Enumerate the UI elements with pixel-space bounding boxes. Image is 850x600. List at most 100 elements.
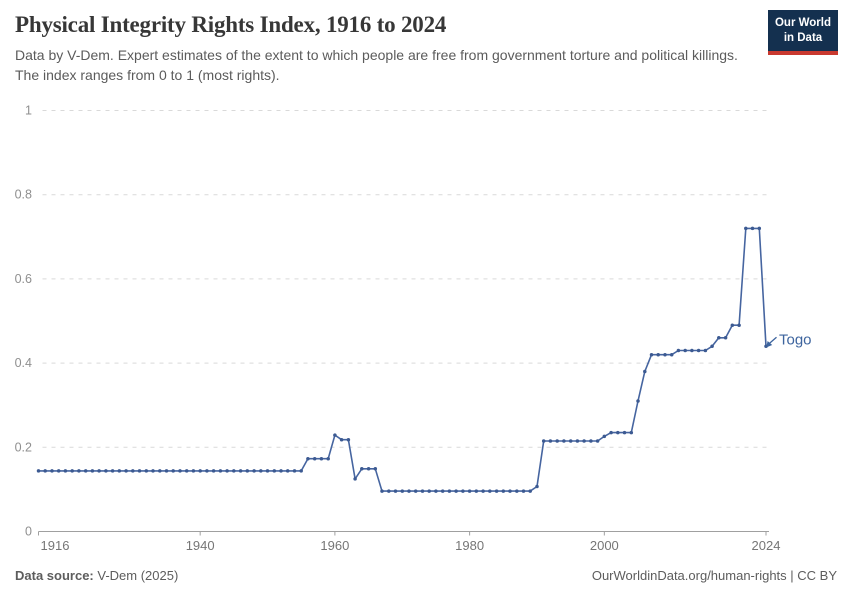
data-point-1973: [420, 489, 425, 493]
x-tick-label-2024: 2024: [752, 538, 781, 553]
data-point-2015: [703, 348, 708, 353]
data-point-1949: [259, 469, 263, 473]
data-point-1980: [467, 489, 472, 493]
data-point-2020: [737, 323, 741, 327]
data-source-value: V-Dem (2025): [93, 568, 179, 583]
data-point-1996: [575, 439, 580, 443]
data-point-1983: [488, 489, 492, 493]
data-point-1939: [191, 469, 196, 473]
data-point-1990: [535, 484, 539, 489]
data-point-1978: [454, 489, 458, 493]
data-point-2000: [602, 434, 607, 439]
data-point-2012: [683, 348, 687, 353]
data-point-1984: [494, 489, 499, 493]
data-point-1941: [205, 469, 209, 473]
data-point-1995: [568, 439, 573, 443]
data-point-1943: [218, 469, 223, 473]
data-point-2007: [649, 352, 654, 357]
data-point-1955: [299, 469, 303, 473]
data-point-1975: [434, 489, 438, 493]
data-point-1918: [50, 469, 54, 473]
data-point-1994: [562, 439, 566, 443]
data-point-1986: [508, 489, 512, 493]
data-point-1987: [515, 489, 519, 493]
y-tick-label-0.8: 0.8: [15, 188, 32, 202]
data-point-2022: [750, 226, 755, 231]
data-point-2002: [616, 430, 620, 435]
y-tick-label-1: 1: [25, 104, 32, 118]
y-tick-label-0: 0: [25, 525, 32, 539]
data-point-1946: [238, 469, 243, 473]
data-point-1981: [474, 489, 479, 493]
data-point-2005: [636, 399, 640, 403]
data-point-1936: [171, 469, 175, 473]
data-point-2014: [696, 348, 701, 353]
data-point-1982: [481, 489, 485, 493]
data-point-1968: [387, 489, 391, 493]
owid-logo-line2: in Data: [783, 31, 823, 44]
x-tick-label-1940: 1940: [186, 538, 215, 553]
data-point-1962: [346, 437, 351, 442]
data-source: Data source: V-Dem (2025): [15, 568, 178, 583]
x-tick-label-1916: 1916: [41, 538, 70, 553]
data-point-1956: [306, 456, 310, 461]
data-point-1957: [312, 456, 317, 461]
data-point-2008: [656, 352, 660, 357]
data-point-1958: [319, 456, 324, 461]
y-tick-label-0.2: 0.2: [15, 440, 32, 454]
data-point-1998: [589, 439, 593, 443]
data-point-1932: [144, 469, 149, 473]
footer-link-text: OurWorldinData.org/human-rights | CC BY: [591, 568, 837, 583]
data-point-1997: [582, 439, 586, 443]
data-point-2018: [723, 336, 728, 340]
data-point-1942: [211, 469, 216, 473]
data-point-1960: [333, 433, 337, 437]
data-point-1951: [272, 469, 277, 473]
label-connector: [768, 336, 777, 345]
data-point-1999: [595, 439, 600, 443]
data-point-1925: [97, 469, 101, 473]
y-tick-label-0.6: 0.6: [15, 272, 32, 286]
data-point-2009: [663, 352, 667, 357]
data-point-1979: [461, 489, 465, 493]
data-point-1937: [178, 469, 182, 473]
data-point-1974: [427, 489, 431, 493]
data-point-2004: [629, 430, 634, 435]
data-point-1966: [373, 467, 378, 471]
x-tick-label-2000: 2000: [590, 538, 619, 553]
data-point-1952: [279, 469, 283, 473]
data-point-1944: [225, 469, 229, 473]
data-point-1976: [440, 489, 445, 493]
data-point-1991: [541, 439, 546, 443]
data-point-2016: [710, 344, 714, 349]
data-line-togo: [37, 227, 767, 492]
data-point-1985: [501, 489, 506, 493]
data-point-1919: [56, 469, 61, 473]
data-point-1961: [339, 437, 344, 442]
data-point-1950: [265, 469, 270, 473]
data-point-1922: [77, 469, 81, 473]
data-point-1964: [360, 467, 364, 471]
data-point-1993: [555, 439, 559, 443]
chart-footer: Data source: V-Dem (2025) OurWorldinData…: [15, 568, 837, 583]
data-point-2021: [744, 226, 748, 231]
data-point-1935: [164, 469, 169, 473]
data-point-1923: [83, 469, 88, 473]
chart-header: Physical Integrity Rights Index, 1916 to…: [15, 12, 755, 86]
data-point-1963: [353, 477, 357, 481]
data-point-2011: [676, 348, 681, 353]
data-point-1954: [292, 469, 297, 473]
data-point-1930: [131, 469, 135, 473]
data-point-1972: [413, 489, 418, 493]
data-point-1917: [43, 469, 47, 473]
data-point-1934: [158, 469, 162, 473]
data-point-1920: [63, 469, 68, 473]
data-point-2006: [643, 369, 647, 374]
data-point-1977: [447, 489, 452, 493]
data-point-1924: [90, 469, 95, 473]
data-point-2001: [609, 430, 613, 435]
data-point-2003: [622, 430, 627, 435]
data-point-1970: [400, 489, 405, 493]
owid-logo: Our World in Data: [768, 10, 838, 55]
